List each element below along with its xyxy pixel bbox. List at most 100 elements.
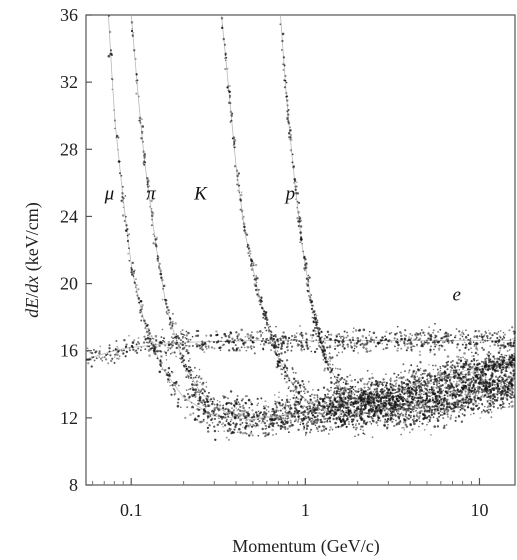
data-point [400, 412, 403, 415]
data-point [133, 339, 136, 342]
data-point [501, 389, 504, 392]
data-point [339, 368, 342, 371]
data-point [410, 348, 413, 352]
data-point [413, 396, 416, 399]
data-point [398, 376, 401, 380]
data-point [418, 425, 420, 428]
data-point [467, 397, 470, 400]
data-point [327, 396, 330, 399]
data-point [375, 336, 378, 339]
data-point [457, 414, 460, 417]
data-point [357, 400, 360, 403]
data-point [173, 394, 176, 396]
data-point [282, 56, 286, 59]
data-point [338, 416, 340, 418]
data-point [111, 357, 114, 360]
data-point [271, 407, 275, 411]
data-point [315, 421, 319, 424]
data-point [474, 351, 478, 355]
data-point [260, 297, 263, 300]
data-point [467, 338, 470, 341]
data-point [438, 344, 441, 347]
data-point [405, 425, 409, 428]
data-point [362, 429, 365, 432]
data-point [393, 372, 396, 375]
data-point [355, 414, 358, 418]
data-point [419, 332, 422, 335]
data-point [302, 383, 305, 385]
data-point [138, 343, 140, 345]
data-point [314, 400, 318, 403]
data-point [353, 344, 356, 347]
data-point [297, 220, 300, 223]
data-point [500, 368, 503, 371]
data-point [337, 387, 340, 390]
data-point [322, 352, 325, 355]
data-point [418, 414, 421, 418]
data-point [287, 411, 291, 414]
data-point [495, 332, 499, 336]
data-point [250, 268, 254, 271]
data-point [428, 363, 430, 366]
data-point [393, 388, 395, 390]
data-point [408, 336, 411, 338]
data-point [280, 342, 282, 345]
data-point [349, 415, 352, 418]
data-point [161, 368, 163, 371]
data-point [373, 388, 376, 391]
data-point [489, 353, 492, 355]
data-point [431, 394, 433, 397]
data-point [328, 405, 331, 407]
data-point [364, 411, 367, 415]
data-point [267, 433, 270, 436]
data-point [284, 423, 287, 425]
data-point [496, 336, 499, 340]
data-point [267, 410, 270, 413]
data-point [193, 366, 196, 369]
data-point [295, 338, 298, 341]
data-point [250, 420, 253, 423]
data-point [352, 403, 355, 405]
data-point [244, 335, 247, 338]
data-point [347, 420, 350, 423]
data-point [437, 412, 441, 415]
data-point [214, 438, 217, 441]
data-point [174, 384, 176, 387]
data-point [265, 409, 268, 411]
data-point [498, 387, 501, 390]
data-point [377, 419, 379, 422]
data-point [251, 416, 254, 419]
data-point [444, 386, 447, 389]
data-point [295, 404, 298, 407]
data-point [219, 401, 221, 403]
data-point [264, 311, 267, 314]
data-point [343, 396, 345, 399]
data-point [257, 418, 259, 421]
data-point [450, 393, 453, 396]
data-point [447, 406, 450, 409]
data-point [466, 406, 470, 409]
data-point [342, 400, 344, 403]
data-point [513, 377, 516, 380]
data-point [234, 425, 237, 429]
data-point [309, 346, 311, 348]
data-point [270, 349, 273, 352]
data-point [154, 238, 157, 241]
data-point [275, 404, 278, 407]
data-point [309, 398, 312, 401]
data-point [475, 344, 478, 347]
data-point [293, 406, 297, 410]
data-point [404, 329, 407, 332]
data-point [298, 417, 300, 420]
data-point [208, 347, 210, 349]
data-point [421, 403, 425, 406]
data-point [425, 405, 427, 408]
data-point [229, 420, 232, 423]
data-point [187, 359, 190, 362]
data-point [166, 373, 169, 377]
data-point [238, 184, 241, 187]
data-point [304, 431, 308, 435]
data-point [377, 403, 380, 407]
data-point [278, 353, 281, 356]
data-point [456, 405, 460, 409]
